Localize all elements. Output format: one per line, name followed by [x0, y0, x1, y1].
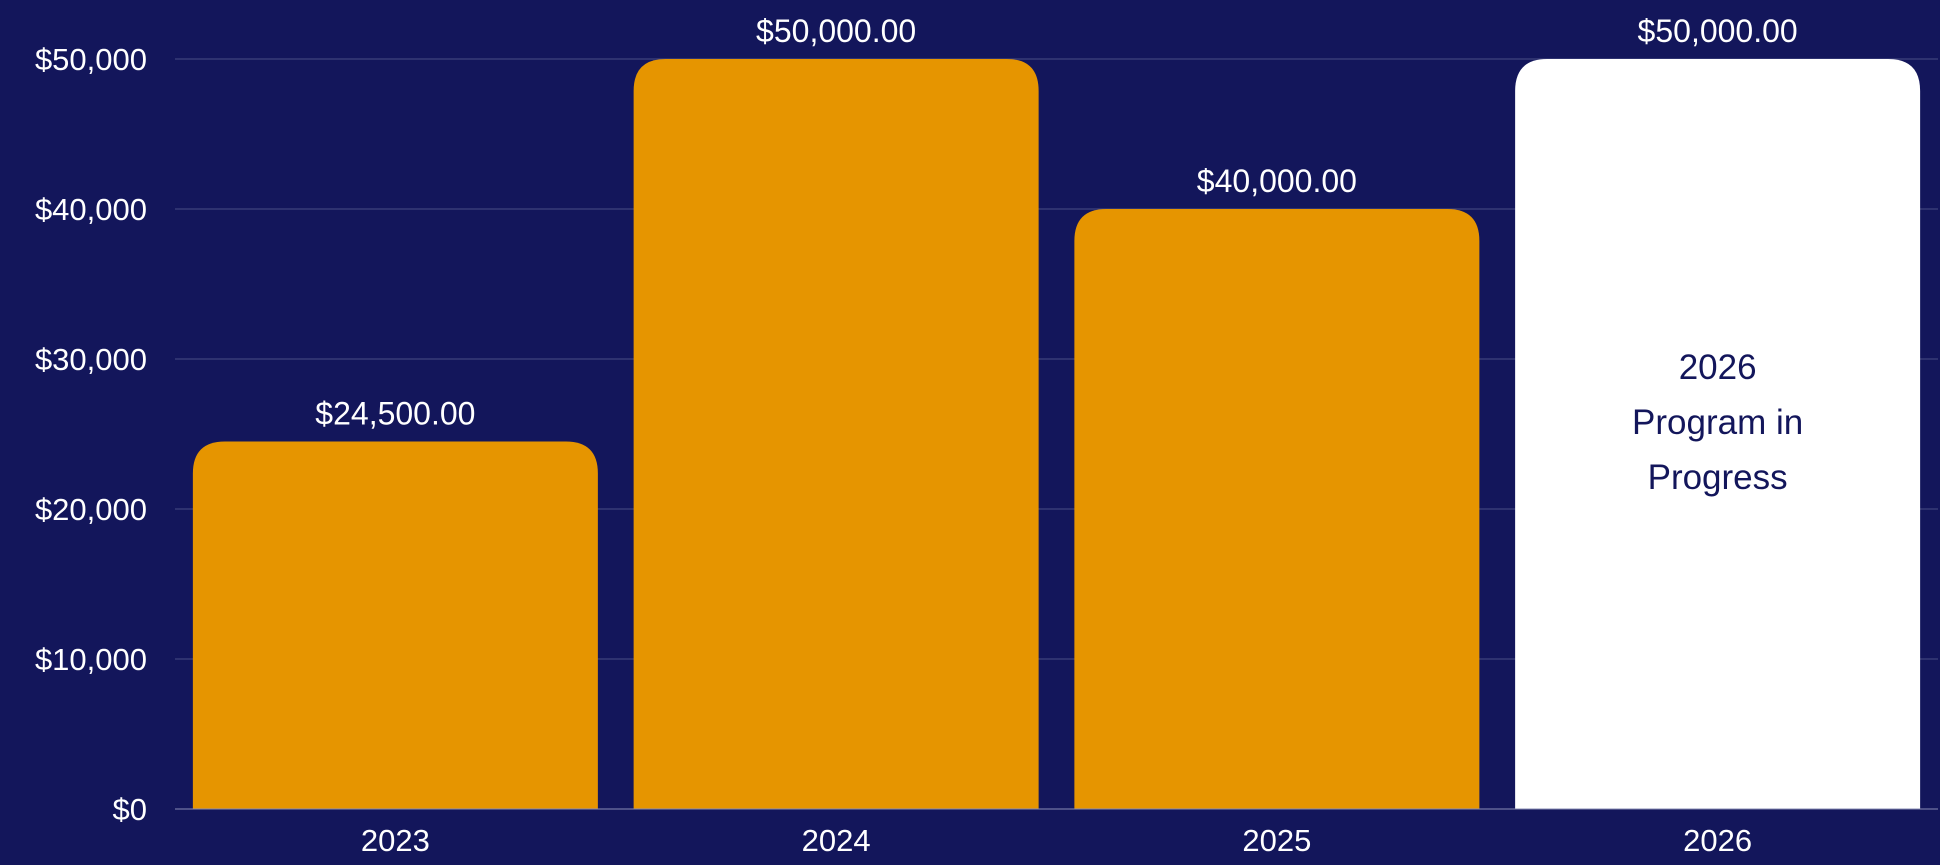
y-tick-label: $40,000 [35, 192, 147, 227]
data-label: $40,000.00 [1197, 163, 1357, 199]
bar-2023 [192, 441, 598, 809]
y-axis: $0 $10,000 $20,000 $30,000 $40,000 $50,000 [35, 42, 147, 827]
data-label: $50,000.00 [1638, 13, 1798, 49]
bar-inner-label: 2026 Program in Progress [1632, 348, 1803, 497]
x-tick-label: 2025 [1242, 823, 1311, 858]
bars [192, 59, 1921, 809]
x-tick-label: 2024 [802, 823, 871, 858]
x-axis: 2023 2024 2025 2026 [175, 808, 1938, 858]
data-label: $24,500.00 [315, 396, 475, 432]
y-tick-label: $30,000 [35, 342, 147, 377]
data-labels: $24,500.00 $50,000.00 $40,000.00 $50,000.00… [315, 13, 1803, 497]
y-tick-label: $10,000 [35, 642, 147, 677]
bar-2026 [1515, 59, 1921, 809]
y-tick-label: $0 [113, 792, 147, 827]
bar-2024 [633, 59, 1039, 809]
data-label: $50,000.00 [756, 13, 916, 49]
x-tick-label: 2023 [361, 823, 430, 858]
y-tick-label: $20,000 [35, 492, 147, 527]
x-tick-label: 2026 [1683, 823, 1752, 858]
bar-2025 [1074, 209, 1480, 809]
y-tick-label: $50,000 [35, 42, 147, 77]
